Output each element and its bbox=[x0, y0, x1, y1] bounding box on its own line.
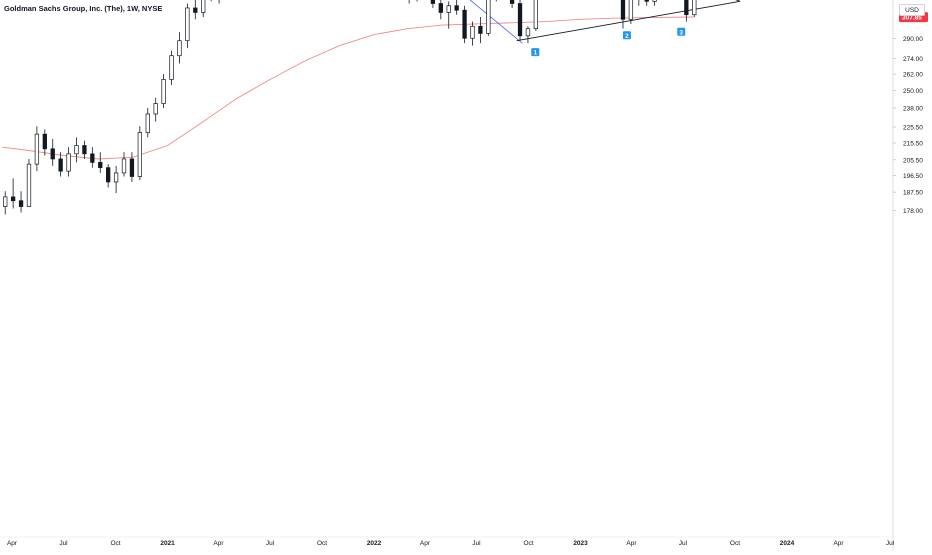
candle-body bbox=[113, 172, 119, 183]
candle-body bbox=[462, 9, 467, 39]
candle-body bbox=[628, 0, 634, 20]
x-tick-label: Apr bbox=[213, 540, 224, 547]
x-tick-label: Jul bbox=[886, 540, 895, 547]
y-tick-label: 215.50 bbox=[903, 141, 923, 148]
point-marker-3: 3 bbox=[677, 27, 686, 36]
moving-average-line bbox=[2, 16, 694, 160]
y-tick-label: 238.00 bbox=[903, 105, 923, 112]
chart-title: Goldman Sachs Group, Inc. (The), 1W, NYS… bbox=[4, 4, 163, 13]
candle-body bbox=[652, 0, 657, 2]
x-tick-label: Jul bbox=[266, 540, 275, 547]
candle-body bbox=[34, 133, 40, 165]
candle-body bbox=[145, 113, 150, 133]
candle-body bbox=[42, 133, 47, 150]
candle-body bbox=[121, 158, 127, 174]
candle-body bbox=[193, 7, 198, 13]
candle-body bbox=[90, 153, 95, 163]
point-marker-label: 2 bbox=[625, 33, 629, 40]
y-tick-label: 274.00 bbox=[903, 56, 923, 63]
y-tick-label: 178.00 bbox=[903, 208, 923, 215]
drawing-layer: 420453 (32%)Downtrend bbox=[469, 0, 741, 44]
candle-body bbox=[525, 28, 531, 37]
candle-body bbox=[185, 7, 190, 42]
y-tick-label: 196.50 bbox=[903, 173, 923, 180]
candle-body bbox=[644, 0, 649, 2]
candle-body bbox=[438, 3, 443, 13]
triangle-upper-line bbox=[735, 0, 741, 2]
point-marker-box bbox=[622, 31, 631, 40]
point-marker-box bbox=[677, 27, 686, 36]
point-marker-2: 2 bbox=[622, 31, 631, 40]
downtrend-line bbox=[469, 0, 523, 44]
y-tick-label: 290.00 bbox=[903, 36, 923, 43]
candle-body bbox=[3, 196, 8, 207]
candle-body bbox=[478, 25, 483, 34]
x-tick-label: Apr bbox=[420, 540, 431, 547]
candle-body bbox=[620, 0, 626, 20]
x-tick-label: 2024 bbox=[780, 540, 795, 547]
x-tick-label: Jul bbox=[59, 540, 68, 547]
candle-body bbox=[201, 0, 206, 13]
candle-body bbox=[74, 145, 79, 155]
x-tick-label: Apr bbox=[7, 540, 18, 547]
candle-body bbox=[692, 0, 697, 16]
point-marker-box bbox=[531, 48, 540, 57]
y-tick-label: 250.00 bbox=[903, 88, 923, 95]
candle-body bbox=[82, 145, 87, 155]
y-tick-label: 225.50 bbox=[903, 125, 923, 132]
candle-body bbox=[430, 0, 436, 4]
candle-body bbox=[177, 40, 182, 57]
candle-body bbox=[106, 167, 111, 183]
candle-body bbox=[26, 163, 32, 207]
candle-body bbox=[446, 5, 451, 13]
x-tick-label: Oct bbox=[730, 540, 740, 547]
candle-body bbox=[50, 148, 55, 160]
x-tick-label: Oct bbox=[317, 540, 327, 547]
point-marker-label: 1 bbox=[533, 50, 537, 57]
candle-body bbox=[533, 0, 539, 30]
x-tick-label: 2022 bbox=[367, 540, 382, 547]
x-tick-label: Oct bbox=[523, 540, 533, 547]
moving-average-layer bbox=[2, 16, 694, 160]
candle-body bbox=[486, 0, 491, 34]
candle-body bbox=[169, 55, 174, 80]
candle-body bbox=[129, 158, 135, 177]
x-tick-label: Jul bbox=[472, 540, 481, 547]
candle-body bbox=[509, 0, 515, 4]
point-marker-label: 3 bbox=[679, 29, 683, 36]
point-markers-layer: 123123 bbox=[531, 27, 686, 57]
y-tick-label: 187.50 bbox=[903, 190, 923, 197]
current-price-label: 307.85 bbox=[902, 15, 922, 22]
candle-body bbox=[153, 103, 158, 115]
x-tick-label: Apr bbox=[626, 540, 637, 547]
candle-body bbox=[137, 132, 143, 177]
x-tick-label: 2023 bbox=[573, 540, 588, 547]
candle-body bbox=[454, 5, 459, 11]
candle-body bbox=[517, 3, 523, 37]
candle-body bbox=[66, 153, 71, 172]
candle-body bbox=[98, 162, 103, 168]
candle-body bbox=[684, 0, 689, 16]
x-tick-label: Apr bbox=[833, 540, 844, 547]
y-tick-label: 205.50 bbox=[903, 157, 923, 164]
point-marker-1: 1 bbox=[531, 48, 540, 57]
candle-body bbox=[161, 79, 166, 104]
y-tick-label: 262.00 bbox=[903, 72, 923, 79]
currency-button[interactable]: USD bbox=[899, 4, 925, 16]
x-tick-label: Oct bbox=[110, 540, 120, 547]
candle-body bbox=[58, 158, 63, 172]
x-tick-label: Jul bbox=[679, 540, 688, 547]
candle-body bbox=[18, 200, 24, 207]
triangle-lower-line bbox=[516, 0, 741, 42]
candle-body bbox=[10, 196, 16, 202]
x-tick-label: 2021 bbox=[160, 540, 175, 547]
candles-layer bbox=[3, 0, 697, 215]
candle-body bbox=[470, 25, 475, 39]
